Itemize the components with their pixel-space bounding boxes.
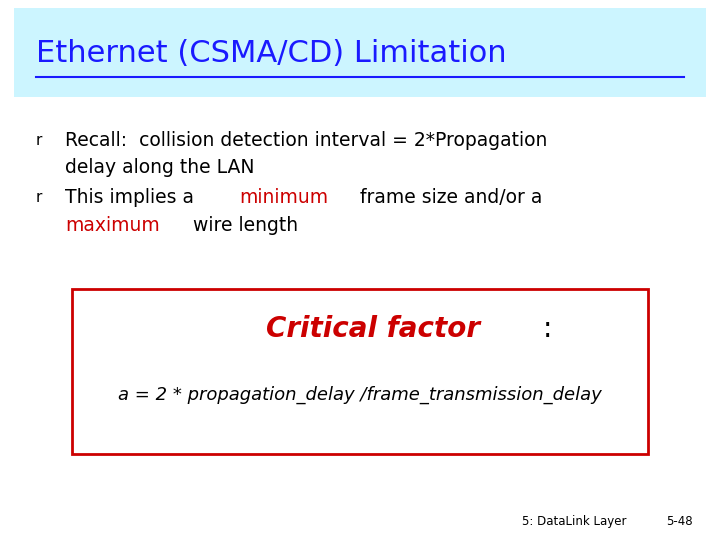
Text: r: r	[36, 133, 42, 148]
Text: maximum: maximum	[65, 215, 160, 235]
Text: Ethernet (CSMA/CD) Limitation: Ethernet (CSMA/CD) Limitation	[36, 39, 507, 69]
FancyBboxPatch shape	[72, 289, 648, 454]
FancyBboxPatch shape	[14, 8, 706, 97]
Text: minimum: minimum	[239, 187, 328, 207]
Text: This implies a: This implies a	[65, 187, 200, 207]
Text: r: r	[36, 190, 42, 205]
Text: frame size and/or a: frame size and/or a	[354, 187, 542, 207]
Text: delay along the LAN: delay along the LAN	[65, 158, 254, 177]
Text: :: :	[543, 315, 552, 343]
Text: Critical factor: Critical factor	[266, 315, 480, 343]
Text: a = 2 * propagation_delay /frame_transmission_delay: a = 2 * propagation_delay /frame_transmi…	[118, 386, 602, 404]
Text: wire length: wire length	[187, 215, 298, 235]
Text: Recall:  collision detection interval = 2*Propagation: Recall: collision detection interval = 2…	[65, 131, 547, 150]
Text: 5-48: 5-48	[666, 515, 693, 528]
Text: 5: DataLink Layer: 5: DataLink Layer	[522, 515, 626, 528]
